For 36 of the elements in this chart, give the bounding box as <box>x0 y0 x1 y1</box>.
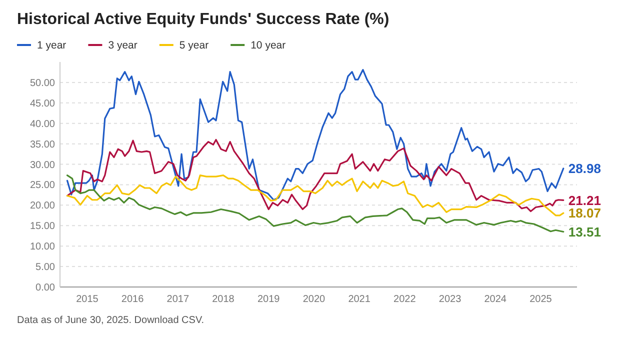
x-tick-label: 2023 <box>438 294 462 305</box>
data-label: 13.51 <box>568 224 601 240</box>
legend-label: 10 year <box>250 40 286 52</box>
x-tick-label: 2022 <box>394 294 416 305</box>
data-label: 18.07 <box>568 206 601 221</box>
line-series <box>66 174 564 233</box>
x-tick-label: 2018 <box>212 294 235 305</box>
chart-title: Historical Active Equity Funds' Success Rate (%) <box>17 11 390 28</box>
y-tick-label: 45.00 <box>30 98 56 110</box>
y-tick-label: 15.00 <box>30 221 56 232</box>
data-label: 28.98 <box>568 160 601 176</box>
x-tick-label: 2021 <box>348 294 371 305</box>
line-series <box>66 138 564 212</box>
y-tick-label: 30.00 <box>30 160 56 171</box>
y-tick-label: 35.00 <box>30 139 56 150</box>
y-tick-label: 5.00 <box>36 262 56 274</box>
data-label: 21.21 <box>568 192 601 208</box>
line-series <box>66 174 564 216</box>
legend-label: 1 year <box>37 40 67 52</box>
legend-label: 3 year <box>108 40 138 52</box>
x-tick-label: 2025 <box>530 294 552 305</box>
text: Data as of June 30, 2025. Download CSV. <box>17 315 204 326</box>
y-tick-label: 25.00 <box>30 180 56 192</box>
x-tick-label: 2019 <box>257 294 280 305</box>
y-tick-label: 10.00 <box>30 242 56 253</box>
legend-label: 5 year <box>179 40 210 52</box>
y-tick-label: 20.00 <box>30 200 56 212</box>
x-tick-label: 2020 <box>302 294 326 305</box>
x-tick-label: 2015 <box>76 294 99 305</box>
x-tick-label: 2016 <box>121 294 144 305</box>
x-tick-label: 2017 <box>166 294 190 305</box>
y-tick-label: 40.00 <box>30 118 56 130</box>
y-tick-label: 50.00 <box>30 78 56 89</box>
x-tick-label: 2024 <box>484 294 507 305</box>
line-series <box>66 68 564 201</box>
y-tick-label: 0.00 <box>36 282 56 294</box>
